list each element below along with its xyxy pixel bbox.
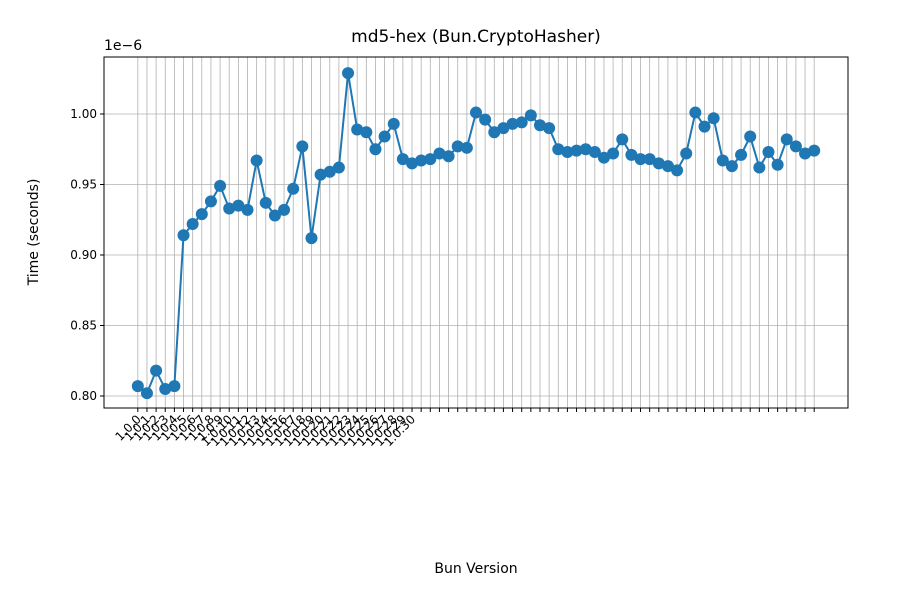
point	[799, 147, 812, 160]
point	[305, 232, 318, 245]
point	[369, 143, 382, 156]
point	[442, 150, 455, 163]
point	[515, 116, 528, 129]
point	[406, 157, 419, 170]
point	[396, 153, 409, 166]
point	[470, 106, 482, 119]
point	[552, 143, 565, 156]
point	[479, 113, 492, 126]
point	[671, 164, 684, 177]
point	[789, 140, 802, 153]
point	[506, 117, 519, 130]
point	[488, 126, 501, 139]
chart-title: md5-hex (Bun.CryptoHasher)	[351, 27, 601, 47]
point	[351, 123, 364, 136]
marks	[131, 67, 821, 400]
point	[588, 146, 601, 159]
point	[707, 112, 720, 125]
y-tick-label: 1.00	[70, 107, 97, 121]
y-tick-label: 0.90	[70, 248, 97, 262]
point	[278, 203, 291, 216]
point	[780, 133, 793, 146]
point	[323, 165, 336, 178]
y-offset-text: 1e−6	[104, 38, 142, 54]
point	[762, 146, 775, 159]
point	[296, 140, 309, 153]
point	[570, 144, 583, 157]
y-tick-label: 0.95	[70, 177, 97, 191]
point	[524, 109, 537, 122]
point	[643, 153, 656, 166]
point	[415, 154, 428, 167]
axes-frame	[103, 56, 849, 409]
x-axis-label: Bun Version	[434, 561, 517, 577]
point	[186, 217, 199, 230]
point	[725, 160, 738, 173]
point	[753, 161, 766, 174]
y-tick-label: 0.80	[70, 389, 97, 403]
point	[698, 120, 711, 133]
point	[131, 380, 144, 393]
point	[744, 130, 757, 143]
point	[332, 161, 345, 174]
point	[808, 144, 821, 157]
point	[259, 196, 272, 209]
point	[680, 147, 693, 160]
point	[387, 117, 400, 130]
point	[204, 195, 217, 208]
point	[607, 147, 620, 160]
point	[159, 382, 172, 395]
point	[561, 146, 574, 159]
point	[214, 179, 227, 192]
point	[716, 154, 729, 167]
y-tick-label: 0.85	[70, 319, 97, 333]
point	[460, 141, 473, 154]
point	[378, 130, 391, 143]
point	[314, 168, 327, 181]
point	[451, 140, 464, 153]
point	[177, 229, 190, 242]
point	[597, 151, 610, 164]
point	[533, 119, 546, 132]
point	[625, 148, 638, 161]
point	[652, 157, 665, 170]
point	[250, 154, 263, 167]
point	[579, 143, 592, 156]
point	[433, 147, 446, 160]
point	[634, 153, 647, 166]
point	[424, 153, 437, 166]
point	[150, 364, 163, 377]
point	[195, 208, 208, 221]
point	[342, 67, 355, 80]
point	[168, 380, 181, 393]
point	[497, 122, 510, 135]
point	[735, 148, 748, 161]
point	[543, 122, 556, 135]
point	[661, 160, 674, 173]
point	[232, 199, 245, 212]
point	[223, 202, 236, 215]
point	[616, 133, 629, 146]
point	[287, 182, 300, 195]
point	[268, 209, 281, 222]
point	[771, 158, 784, 171]
point	[140, 387, 153, 400]
point	[689, 106, 702, 119]
point	[241, 203, 254, 216]
point	[360, 126, 373, 139]
y-axis-label: Time (seconds)	[26, 179, 42, 287]
